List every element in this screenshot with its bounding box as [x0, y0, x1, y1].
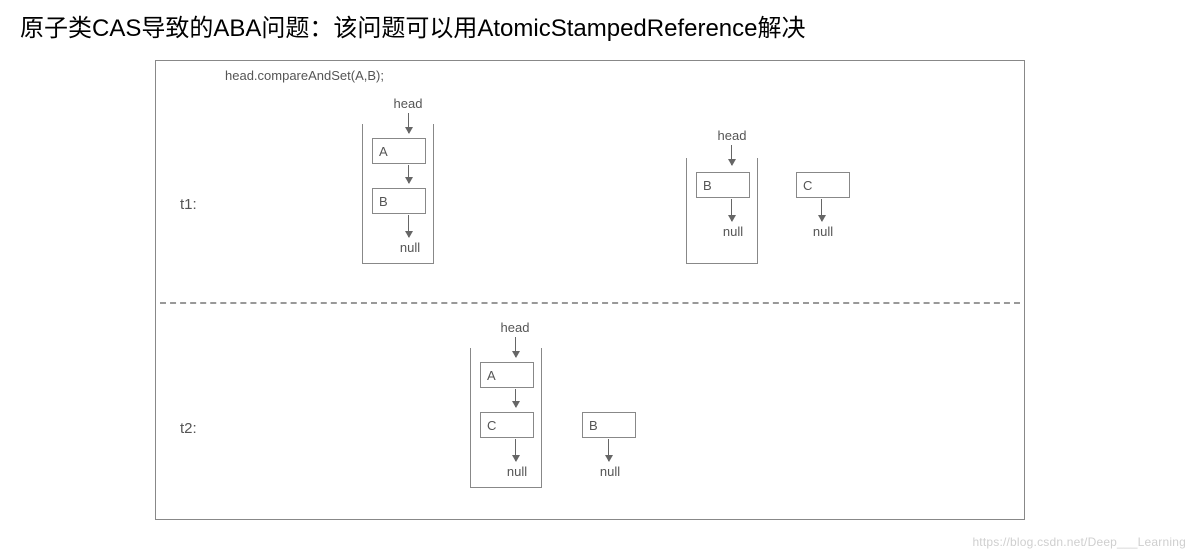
divider-line: [160, 302, 1020, 304]
arrow-icon: [731, 199, 732, 221]
arrow-icon: [515, 389, 516, 407]
arrow-icon: [608, 439, 609, 461]
node-C: C: [480, 412, 534, 438]
null-label: null: [805, 224, 841, 239]
node-B: B: [582, 412, 636, 438]
page-title: 原子类CAS导致的ABA问题：该问题可以用AtomicStampedRefere…: [0, 0, 1196, 51]
code-line: head.compareAndSet(A,B);: [225, 68, 384, 83]
node-A: A: [372, 138, 426, 164]
node-A: A: [480, 362, 534, 388]
t1-label: t1:: [180, 196, 197, 213]
t2-label: t2:: [180, 420, 197, 437]
arrow-icon: [408, 215, 409, 237]
head-label: head: [712, 128, 752, 143]
null-label: null: [392, 240, 428, 255]
null-label: null: [715, 224, 751, 239]
head-label: head: [388, 96, 428, 111]
diagram-frame: [155, 60, 1025, 520]
node-C: C: [796, 172, 850, 198]
watermark: https://blog.csdn.net/Deep___Learning: [972, 535, 1186, 549]
arrow-icon: [821, 199, 822, 221]
null-label: null: [499, 464, 535, 479]
head-label: head: [495, 320, 535, 335]
node-B: B: [696, 172, 750, 198]
node-B: B: [372, 188, 426, 214]
arrow-icon: [515, 439, 516, 461]
null-label: null: [592, 464, 628, 479]
arrow-icon: [408, 165, 409, 183]
